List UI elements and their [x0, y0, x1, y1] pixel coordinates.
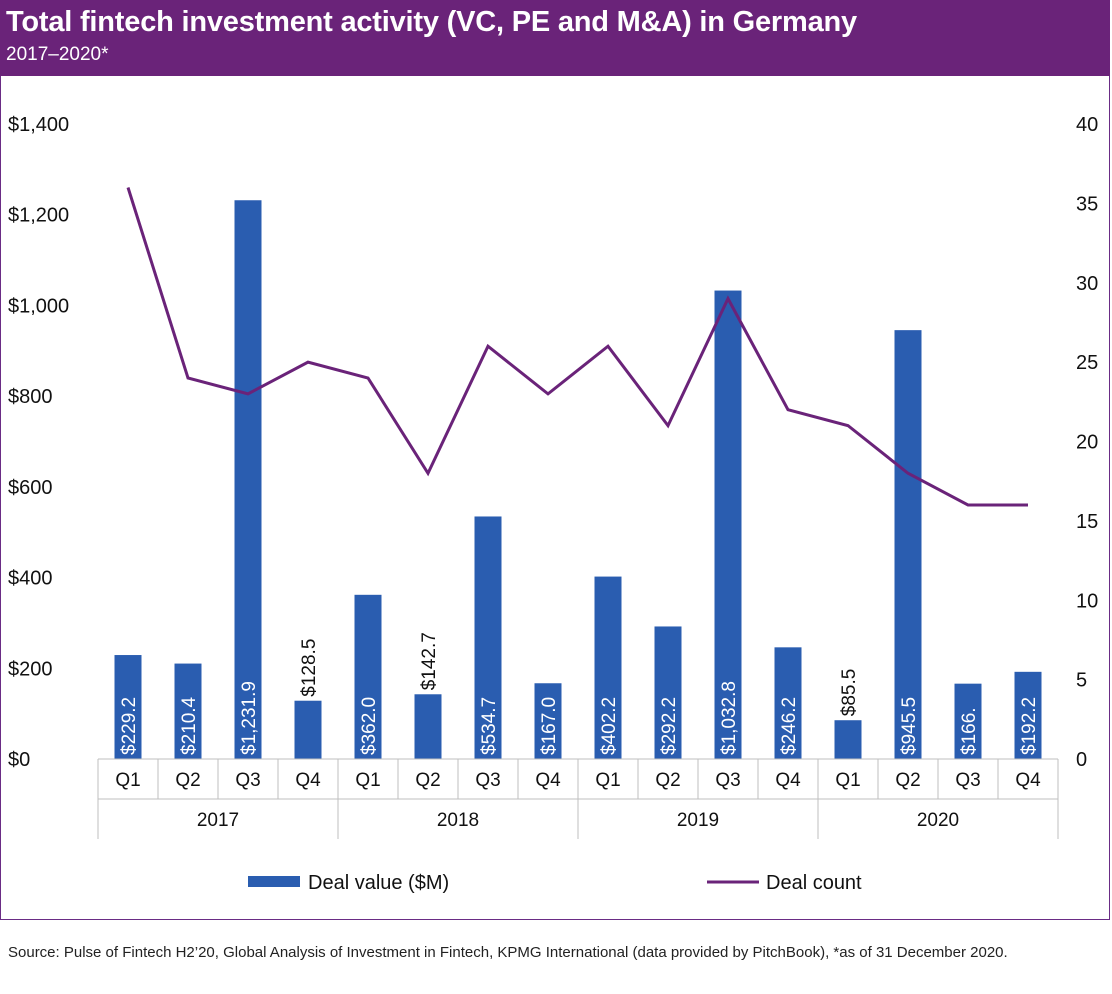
- source-note: Source: Pulse of Fintech H2’20, Global A…: [8, 944, 1008, 961]
- bar-deal-value: [474, 516, 502, 759]
- x-tick-label: Q1: [115, 770, 140, 791]
- bar-deal-value: [114, 655, 142, 759]
- x-tick-label: Q4: [535, 770, 561, 791]
- chart-title: Total fintech investment activity (VC, P…: [6, 6, 857, 38]
- x-tick-label: Q4: [295, 770, 321, 791]
- bar-deal-value: [894, 330, 922, 759]
- bar-data-label: $192.2: [1019, 697, 1040, 755]
- legend-swatch-deal-value: [248, 876, 300, 887]
- bar-data-label: $534.7: [479, 697, 500, 755]
- bar-deal-value: [174, 663, 202, 759]
- left-axis-tick-label: $1,200: [8, 205, 69, 227]
- x-tick-label: Q1: [595, 770, 620, 791]
- right-axis-tick-label: 25: [1076, 352, 1098, 374]
- legend-label-deal-count: Deal count: [766, 872, 862, 894]
- x-tick-label: Q2: [655, 770, 680, 791]
- bar-data-label: $210.4: [179, 696, 200, 755]
- bar-data-label: $246.2: [779, 697, 800, 755]
- chart-subtitle: 2017–2020*: [6, 44, 109, 65]
- bar-data-label: $362.0: [359, 697, 380, 755]
- bar-deal-value: [654, 626, 682, 759]
- bar-deal-value: [594, 576, 622, 759]
- bar-deal-value: [234, 200, 262, 759]
- right-axis-tick-label: 20: [1076, 432, 1098, 454]
- x-tick-label: Q4: [1015, 770, 1041, 791]
- bar-data-label: $1,231.9: [239, 681, 260, 755]
- year-label: 2019: [677, 810, 719, 831]
- right-axis-tick-label: 5: [1076, 670, 1087, 692]
- bar-data-label: $402.2: [599, 697, 620, 755]
- bar-data-label: $229.2: [119, 697, 140, 755]
- bar-data-label: $128.5: [299, 639, 320, 697]
- right-axis-tick-label: 35: [1076, 193, 1098, 215]
- bar-deal-value: [534, 683, 562, 759]
- x-tick-label: Q4: [775, 770, 801, 791]
- bar-deal-value: [1014, 671, 1042, 759]
- left-axis-tick-label: $400: [8, 568, 53, 590]
- bar-data-label: $167.0: [539, 697, 560, 755]
- bar-deal-value: [774, 647, 802, 759]
- left-axis-tick-label: $0: [8, 749, 30, 771]
- line-deal-count: [126, 187, 1028, 507]
- bar-deal-value: [354, 594, 382, 759]
- bar-deal-value: [414, 694, 442, 759]
- bar-data-label: $945.5: [899, 697, 920, 755]
- right-axis-tick-label: 30: [1076, 273, 1098, 295]
- year-label: 2020: [917, 810, 959, 831]
- year-label: 2018: [437, 810, 479, 831]
- bar-data-label: $85.5: [839, 669, 860, 717]
- chart-header: Total fintech investment activity (VC, P…: [0, 0, 1110, 76]
- bar-data-label: $166.: [959, 707, 980, 755]
- legend-label-deal-value: Deal value ($M): [308, 872, 449, 894]
- left-axis-tick-label: $200: [8, 658, 53, 680]
- x-tick-label: Q2: [415, 770, 440, 791]
- x-tick-label: Q1: [835, 770, 860, 791]
- x-tick-label: Q2: [895, 770, 920, 791]
- bar-data-label: $292.2: [659, 697, 680, 755]
- bar-data-label: $1,032.8: [719, 681, 740, 755]
- left-axis-tick-label: $800: [8, 386, 53, 408]
- x-tick-label: Q3: [955, 770, 980, 791]
- x-tick-label: Q3: [235, 770, 260, 791]
- x-tick-label: Q3: [475, 770, 500, 791]
- bar-deal-value: [834, 720, 862, 759]
- bar-data-label: $142.7: [419, 632, 440, 690]
- left-axis-tick-label: $1,400: [8, 114, 69, 136]
- bar-deal-value: [954, 683, 982, 759]
- year-label: 2017: [197, 810, 239, 831]
- x-tick-label: Q2: [175, 770, 200, 791]
- bar-deal-value: [714, 290, 742, 759]
- bar-deal-value: [294, 700, 322, 759]
- right-axis-tick-label: 15: [1076, 511, 1098, 533]
- right-axis-tick-label: 0: [1076, 749, 1087, 771]
- left-axis-tick-label: $1,000: [8, 295, 69, 317]
- left-axis-tick-label: $600: [8, 477, 53, 499]
- right-axis-tick-label: 10: [1076, 590, 1098, 612]
- combo-chart: $0 $200 $400 $600 $800 $1,000 $1,200 $1,400 0 5 10…: [8, 114, 1098, 894]
- x-tick-label: Q3: [715, 770, 740, 791]
- right-axis-tick-label: 40: [1076, 114, 1098, 136]
- x-tick-label: Q1: [355, 770, 380, 791]
